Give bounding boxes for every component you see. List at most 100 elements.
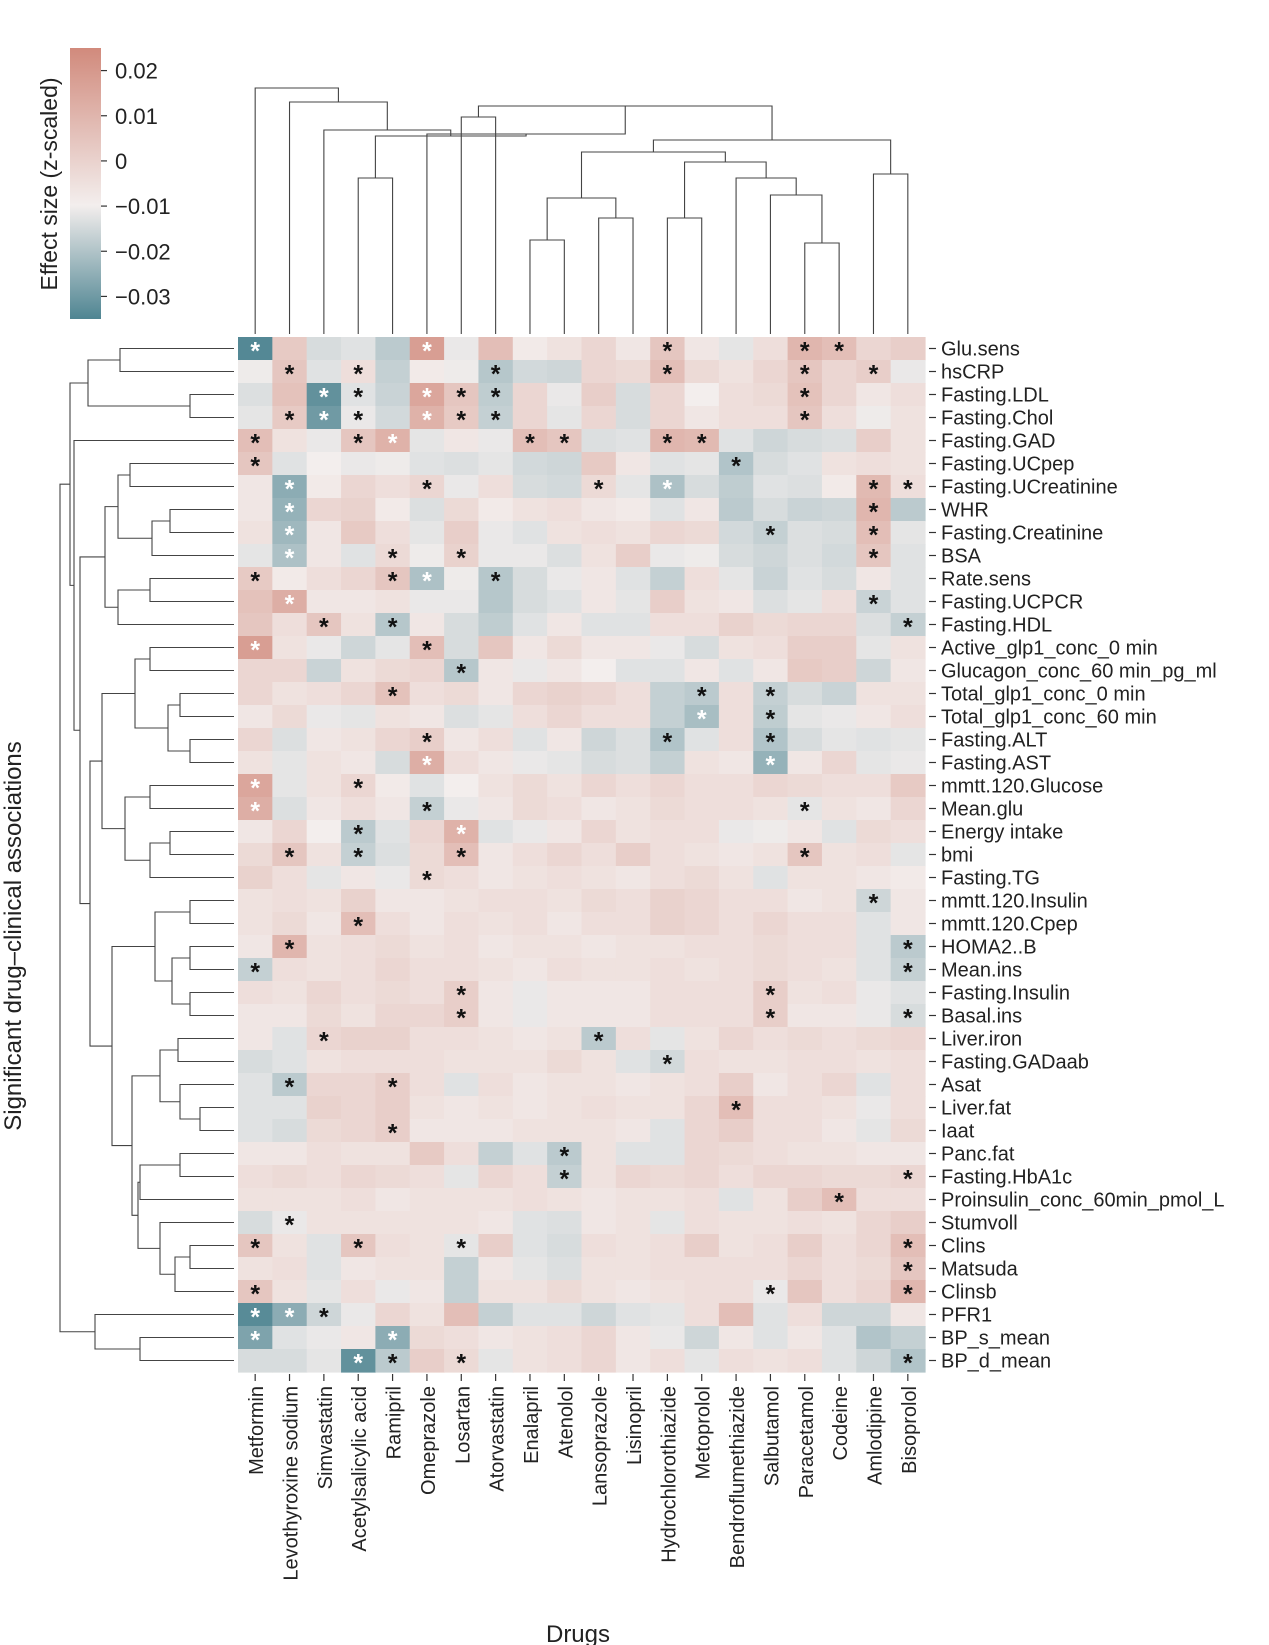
heatmap-cell bbox=[684, 820, 720, 844]
heatmap-cell bbox=[856, 498, 892, 522]
column-label: Omeprazole bbox=[418, 1386, 440, 1495]
heatmap-cell bbox=[821, 682, 857, 706]
heatmap-cell bbox=[718, 1211, 754, 1235]
heatmap-cell bbox=[547, 1211, 583, 1235]
heatmap-cell bbox=[272, 1027, 308, 1051]
significance-star: * bbox=[285, 1304, 295, 1332]
significance-star: * bbox=[456, 844, 466, 872]
heatmap-cell bbox=[753, 1119, 789, 1143]
heatmap-cell bbox=[718, 1050, 754, 1074]
heatmap-cell bbox=[615, 1165, 651, 1189]
heatmap-cell bbox=[272, 1234, 308, 1258]
heatmap-cell bbox=[512, 1257, 548, 1281]
heatmap-cell bbox=[615, 544, 651, 568]
heatmap-cell bbox=[787, 1234, 823, 1258]
heatmap-cell bbox=[787, 590, 823, 614]
heatmap-cell bbox=[341, 912, 376, 936]
heatmap-cell bbox=[890, 567, 926, 591]
heatmap-cell bbox=[272, 1119, 308, 1143]
row-label: Fasting.LDL bbox=[941, 385, 1049, 407]
significance-star: * bbox=[456, 1350, 466, 1378]
heatmap-cell bbox=[375, 958, 411, 982]
significance-star: * bbox=[353, 844, 363, 872]
heatmap-cell bbox=[306, 1188, 342, 1212]
heatmap-cell bbox=[856, 981, 892, 1005]
heatmap-cell bbox=[821, 429, 857, 453]
heatmap-cell bbox=[306, 429, 342, 453]
heatmap-cell bbox=[238, 452, 273, 476]
heatmap-cell bbox=[306, 1326, 342, 1350]
heatmap-cell bbox=[512, 935, 548, 959]
dendrogram-link bbox=[171, 957, 190, 1005]
heatmap-cell bbox=[650, 1257, 686, 1281]
heatmap-cell bbox=[341, 1349, 376, 1373]
heatmap-cell bbox=[409, 843, 445, 867]
significance-star: * bbox=[766, 706, 776, 734]
heatmap-cell bbox=[581, 889, 617, 913]
heatmap-cell bbox=[409, 337, 445, 361]
significance-star: * bbox=[388, 430, 398, 458]
heatmap-cell bbox=[272, 360, 308, 384]
dendrogram-link bbox=[139, 1164, 234, 1201]
heatmap-cell bbox=[753, 452, 789, 476]
heatmap-cell bbox=[581, 820, 617, 844]
heatmap-cell bbox=[650, 866, 686, 890]
heatmap-cell bbox=[821, 751, 857, 775]
heatmap-cell bbox=[238, 843, 273, 867]
heatmap-cell bbox=[581, 1326, 617, 1350]
row-label: Mean.ins bbox=[941, 960, 1022, 982]
heatmap-cell bbox=[306, 958, 342, 982]
dendrogram-link bbox=[804, 242, 840, 334]
column-label: Bisoprolol bbox=[899, 1386, 921, 1474]
heatmap-cell bbox=[409, 544, 445, 568]
heatmap-cell bbox=[272, 383, 308, 407]
heatmap-cell bbox=[306, 935, 342, 959]
heatmap-cell bbox=[547, 981, 583, 1005]
heatmap-cell bbox=[615, 1073, 651, 1097]
heatmap-cell bbox=[375, 613, 411, 637]
heatmap-cell bbox=[787, 1257, 823, 1281]
row-label: Fasting.Insulin bbox=[941, 983, 1070, 1005]
heatmap-cell bbox=[444, 751, 480, 775]
heatmap-cell bbox=[547, 1119, 583, 1143]
dendrogram-link bbox=[529, 239, 565, 334]
heatmap-cell bbox=[409, 1073, 445, 1097]
heatmap-cell bbox=[581, 337, 617, 361]
colorbar-tick-label: 0.02 bbox=[115, 59, 158, 84]
heatmap-cell bbox=[753, 613, 789, 637]
heatmap-cell bbox=[409, 1004, 445, 1028]
heatmap-cell bbox=[478, 1234, 514, 1258]
heatmap-cell bbox=[272, 843, 308, 867]
colorbar-tick-label: −0.02 bbox=[115, 239, 171, 264]
dendrogram-link bbox=[87, 359, 190, 407]
heatmap-cell bbox=[718, 613, 754, 637]
heatmap-cell bbox=[409, 1027, 445, 1051]
heatmap-cell bbox=[890, 429, 926, 453]
heatmap-cell bbox=[547, 636, 583, 660]
row-label: hsCRP bbox=[941, 362, 1004, 384]
significance-star: * bbox=[491, 384, 501, 412]
heatmap-cell bbox=[615, 1280, 651, 1304]
dendrogram-link bbox=[426, 106, 626, 334]
significance-star: * bbox=[869, 499, 879, 527]
heatmap-cell bbox=[512, 797, 548, 821]
heatmap-cell bbox=[409, 1303, 445, 1327]
significance-star: * bbox=[800, 798, 810, 826]
heatmap-cell bbox=[718, 1119, 754, 1143]
significance-star: * bbox=[285, 522, 295, 550]
heatmap-cell bbox=[650, 1050, 686, 1074]
heatmap-cell bbox=[787, 1188, 823, 1212]
heatmap-cell bbox=[306, 1280, 342, 1304]
dendrogram-link bbox=[69, 382, 88, 586]
heatmap-cell bbox=[272, 1211, 308, 1235]
significance-star: * bbox=[663, 338, 673, 366]
heatmap-cell bbox=[409, 383, 445, 407]
heatmap-cell bbox=[375, 774, 411, 798]
heatmap-cell bbox=[890, 912, 926, 936]
heatmap-cell bbox=[718, 705, 754, 729]
heatmap-cell bbox=[890, 360, 926, 384]
heatmap-cell bbox=[787, 981, 823, 1005]
dendrogram-link bbox=[179, 692, 234, 718]
heatmap-cell bbox=[306, 544, 342, 568]
